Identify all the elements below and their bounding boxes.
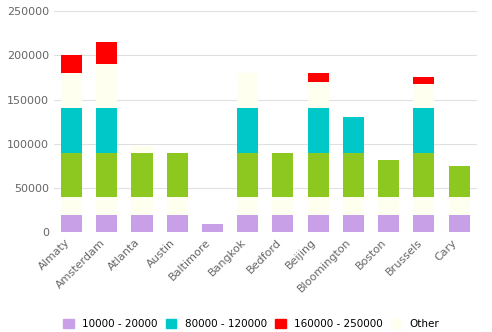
Bar	[413, 108, 434, 153]
Bar	[413, 153, 434, 197]
Bar	[131, 197, 153, 215]
Bar	[273, 153, 294, 197]
Bar	[237, 215, 258, 232]
Bar	[96, 108, 118, 153]
Bar	[96, 197, 118, 215]
Bar	[308, 197, 329, 215]
Bar	[96, 215, 118, 232]
Legend: 10000 - 20000, 40000 - 70000, 80000 - 120000, 160000 - 250000, Other: 10000 - 20000, 40000 - 70000, 80000 - 12…	[59, 315, 444, 332]
Bar	[237, 197, 258, 215]
Bar	[449, 215, 470, 232]
Bar	[61, 197, 82, 215]
Bar	[378, 197, 399, 215]
Bar	[308, 73, 329, 82]
Bar	[167, 215, 188, 232]
Bar	[96, 42, 118, 64]
Bar	[131, 146, 153, 153]
Bar	[202, 223, 223, 232]
Bar	[237, 153, 258, 197]
Bar	[273, 215, 294, 232]
Bar	[413, 84, 434, 108]
Bar	[308, 82, 329, 108]
Bar	[237, 108, 258, 153]
Bar	[343, 215, 364, 232]
Bar	[61, 55, 82, 73]
Bar	[449, 197, 470, 215]
Bar	[131, 153, 153, 197]
Bar	[167, 197, 188, 215]
Bar	[343, 117, 364, 153]
Bar	[131, 215, 153, 232]
Bar	[273, 197, 294, 215]
Bar	[308, 153, 329, 197]
Bar	[96, 64, 118, 108]
Bar	[237, 73, 258, 108]
Bar	[308, 215, 329, 232]
Bar	[449, 166, 470, 197]
Bar	[378, 160, 399, 197]
Bar	[96, 153, 118, 197]
Bar	[413, 215, 434, 232]
Bar	[167, 153, 188, 197]
Bar	[343, 153, 364, 197]
Bar	[378, 215, 399, 232]
Bar	[308, 108, 329, 153]
Bar	[61, 215, 82, 232]
Bar	[413, 77, 434, 84]
Bar	[61, 73, 82, 108]
Bar	[413, 197, 434, 215]
Bar	[343, 197, 364, 215]
Bar	[61, 108, 82, 153]
Bar	[61, 153, 82, 197]
